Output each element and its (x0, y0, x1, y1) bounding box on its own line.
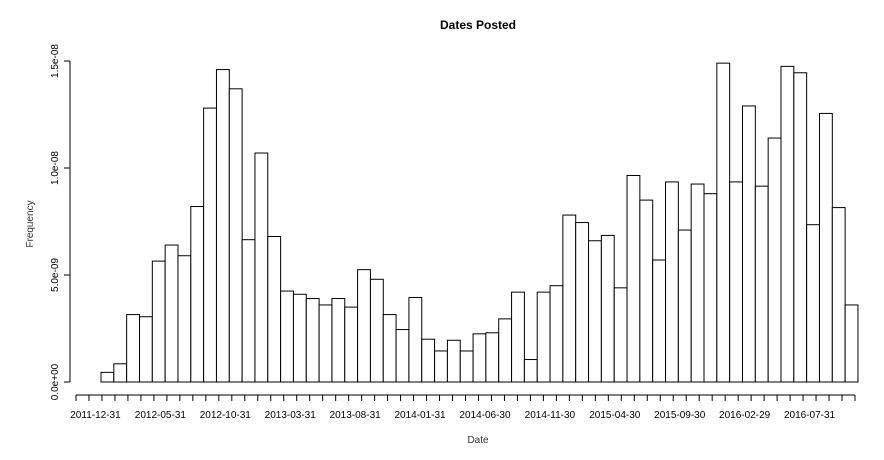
histogram-bar (434, 350, 448, 383)
histogram-bar (459, 350, 474, 383)
histogram-bar (228, 88, 243, 383)
histogram-bar (575, 222, 590, 383)
histogram-bar (151, 260, 166, 383)
histogram-bar (511, 291, 525, 383)
histogram-bar (138, 316, 153, 383)
histogram-bar (446, 339, 461, 383)
histogram-bar (292, 293, 307, 383)
histogram-bar (267, 235, 282, 383)
histogram-bar (562, 214, 577, 383)
histogram-bar (241, 239, 256, 383)
histogram-bar (331, 298, 346, 383)
histogram-bar (472, 333, 487, 383)
x-tick-label: 2012-05-31 (135, 410, 187, 421)
histogram-bar (369, 278, 384, 383)
histogram-bar (318, 304, 333, 383)
histogram-bar (344, 306, 359, 383)
histogram-bar (549, 285, 564, 383)
histogram-bar (806, 224, 820, 383)
histogram-bar (793, 72, 808, 383)
y-tick-label: 5.0e-09 (50, 258, 61, 292)
y-tick-label: 0.0e+00 (50, 363, 61, 400)
histogram-bar (100, 371, 115, 383)
histogram-bar (485, 332, 500, 383)
x-tick-label: 2016-07-31 (784, 410, 836, 421)
y-axis-label: Frequency (25, 200, 36, 247)
x-axis-label: Date (467, 435, 489, 446)
x-axis: 2011-12-31 2012-05-31 2012-10-31 2013-03-31… (70, 394, 856, 421)
histogram-bar (716, 62, 731, 383)
histogram-bar (357, 269, 371, 383)
histogram-bar (626, 174, 641, 383)
histogram-bar (703, 193, 718, 383)
histogram-bar (767, 137, 782, 383)
histogram-bar (831, 207, 846, 383)
histogram-bar (280, 290, 294, 383)
x-tick-label: 2011-12-31 (70, 410, 121, 421)
histogram-bar (164, 244, 179, 383)
histogram-bar (215, 69, 230, 383)
chart-title: Dates Posted (440, 18, 516, 32)
x-tick-label: 2014-01-31 (394, 410, 446, 421)
histogram-bar (523, 359, 538, 383)
histogram-bar (254, 152, 269, 383)
bars-group (100, 62, 859, 383)
histogram-bar (203, 107, 217, 383)
x-tick-label: 2015-04-30 (589, 410, 641, 421)
histogram-bar (305, 298, 320, 383)
histogram-bar (844, 304, 859, 383)
x-tick-label: 2016-02-29 (719, 410, 771, 421)
x-tick-label: 2012-10-31 (200, 410, 252, 421)
histogram-bar (729, 181, 743, 383)
histogram-bar (639, 199, 654, 383)
histogram-bar (665, 181, 679, 383)
histogram-bar (613, 287, 628, 383)
histogram-bar (652, 259, 667, 383)
x-tick-label: 2014-11-30 (525, 410, 576, 421)
x-tick-label: 2015-09-30 (654, 410, 706, 421)
histogram-bar (498, 318, 513, 383)
histogram-bar (177, 255, 192, 383)
histogram-bar (588, 240, 602, 383)
y-tick-label: 1.5e-08 (50, 44, 61, 78)
histogram-bar (113, 363, 128, 383)
histogram-bar (421, 338, 436, 383)
histogram-bar (754, 185, 769, 383)
histogram-bar (742, 105, 756, 383)
histogram-bar (395, 329, 410, 383)
x-tick-label: 2013-03-31 (265, 410, 317, 421)
histogram-bar (382, 314, 397, 383)
histogram-bar (600, 234, 615, 383)
histogram-bar (818, 112, 833, 383)
histogram-bar (408, 296, 423, 383)
histogram-bar (780, 65, 795, 383)
histogram-bar (690, 183, 705, 383)
histogram-bar (190, 206, 205, 383)
x-tick-label: 2014-06-30 (459, 410, 511, 421)
y-tick-label: 1.0e-08 (50, 151, 61, 185)
x-tick-label: 2013-08-31 (330, 410, 382, 421)
histogram-bar (536, 291, 551, 383)
histogram-bar (126, 314, 140, 383)
histogram-bar (677, 229, 692, 383)
y-axis: 0.0e+00 5.0e-09 1.0e-08 1.5e-08 (50, 44, 71, 400)
